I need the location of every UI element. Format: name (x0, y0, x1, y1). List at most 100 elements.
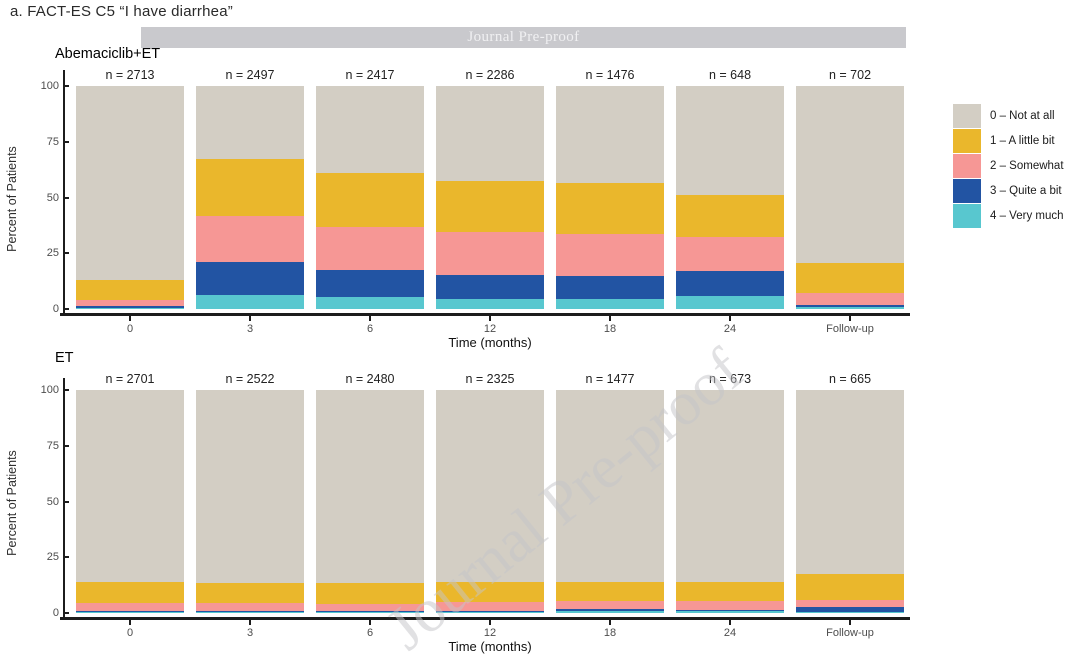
panel-title: ET (55, 350, 74, 366)
n-label: n = 1476 (585, 68, 635, 82)
bar-segment (316, 603, 424, 611)
x-tick-label: 24 (723, 627, 737, 639)
bar-slot: n = 2480 (310, 372, 430, 613)
bar-segment (676, 270, 784, 296)
stacked-bar (316, 390, 424, 613)
bar-segment (316, 226, 424, 270)
panel-abemaciclib-et: Abemaciclib+ET Percent of Patients 100 75… (0, 44, 1080, 354)
bar-slot: n = 2325 (430, 372, 550, 613)
y-tick-label: 50 (46, 495, 59, 508)
bar-segment (796, 305, 904, 307)
bar-segment (796, 262, 904, 294)
stacked-bar (76, 390, 184, 613)
x-tick-label: 18 (603, 323, 617, 335)
n-label: n = 2522 (225, 372, 275, 386)
x-tick-label: 12 (483, 627, 497, 639)
x-tick-mark (609, 316, 611, 321)
y-axis-ticks: 100 75 50 25 0 (18, 384, 69, 619)
x-tick-mark (129, 620, 131, 625)
bar-segment (76, 581, 184, 603)
bar-slot: n = 665 (790, 372, 910, 613)
bar-segment (196, 610, 304, 613)
n-label: n = 2325 (465, 372, 515, 386)
bar-slot: n = 673 (670, 372, 790, 613)
bar-segment (196, 86, 304, 160)
y-tick-mark (63, 444, 69, 447)
y-tick-mark (63, 308, 69, 310)
bar-slot: n = 2497 (190, 68, 310, 309)
bar-segment (196, 294, 304, 309)
y-tick-mark (63, 500, 69, 503)
bar-segment (676, 295, 784, 309)
x-tick-label: 0 (126, 627, 134, 639)
bar-segment (316, 582, 424, 604)
y-tick-label: 0 (52, 607, 59, 619)
n-label: n = 2497 (225, 68, 275, 82)
legend: 0 – Not at all 1 – A little bit 2 – Somewh… (940, 103, 1080, 228)
bar-segment (76, 306, 184, 309)
x-tick: 0 (70, 620, 190, 639)
bar-segment (436, 610, 544, 613)
bar-segment (556, 609, 664, 612)
x-tick: 18 (550, 316, 670, 335)
x-tick: 3 (190, 620, 310, 639)
bar-slot: n = 2522 (190, 372, 310, 613)
x-tick-label: 0 (126, 323, 134, 335)
bar-segment (676, 86, 784, 196)
journal-preproof-banner: Journal Pre-proof (141, 27, 906, 48)
bar-segment (316, 612, 424, 613)
stacked-bar (316, 86, 424, 309)
legend-item: 3 – Quite a bit (940, 178, 1080, 203)
legend-item: 1 – A little bit (940, 128, 1080, 153)
n-label: n = 2480 (345, 372, 395, 386)
n-label: n = 665 (828, 372, 872, 386)
x-tick-label: 24 (723, 323, 737, 335)
bar-segment (196, 390, 304, 583)
bar-segment (436, 582, 544, 603)
bar-segment (436, 390, 544, 583)
y-tick-label: 100 (40, 384, 59, 396)
bar-segment (676, 610, 784, 613)
y-tick-mark (63, 556, 69, 559)
legend-swatch (953, 103, 981, 128)
bar-segment (556, 298, 664, 309)
bar-segment (76, 612, 184, 613)
bar-slot: n = 2417 (310, 68, 430, 309)
bar-segment (796, 86, 904, 263)
bar-segment (796, 307, 904, 309)
stacked-bar (556, 86, 664, 309)
x-tick-mark (489, 620, 491, 625)
stacked-bar (676, 390, 784, 613)
x-tick: 24 (670, 316, 790, 335)
y-tick-label: 25 (46, 551, 59, 564)
legend-swatch (953, 153, 981, 178)
x-tick-label: 18 (603, 627, 617, 639)
y-axis-line (63, 378, 65, 620)
bar-segment (796, 293, 904, 305)
plot-area: n = 2713 n = 2497 n = 2417 n = 2286 n = 1476… (70, 68, 910, 309)
x-tick-mark (129, 316, 131, 321)
n-label: n = 2286 (465, 68, 515, 82)
x-tick-label: 6 (366, 323, 374, 335)
x-tick-mark (369, 620, 371, 625)
n-label: n = 673 (708, 372, 752, 386)
bar-segment (76, 86, 184, 281)
x-tick: Follow-up (790, 316, 910, 335)
n-label: n = 1477 (585, 372, 635, 386)
bar-segment (556, 86, 664, 183)
bar-slot: n = 1476 (550, 68, 670, 309)
stacked-bar (676, 86, 784, 309)
bar-segment (676, 390, 784, 583)
bar-segment (796, 390, 904, 574)
bar-segment (76, 300, 184, 307)
bar-slot: n = 2713 (70, 68, 190, 309)
bar-segment (196, 612, 304, 613)
stacked-bar (436, 86, 544, 309)
y-tick-label: 50 (46, 191, 59, 204)
x-tick-mark (849, 620, 851, 625)
bar-slot: n = 648 (670, 68, 790, 309)
x-tick: 0 (70, 316, 190, 335)
bar-segment (76, 602, 184, 611)
legend-label: 0 – Not at all (990, 109, 1055, 122)
